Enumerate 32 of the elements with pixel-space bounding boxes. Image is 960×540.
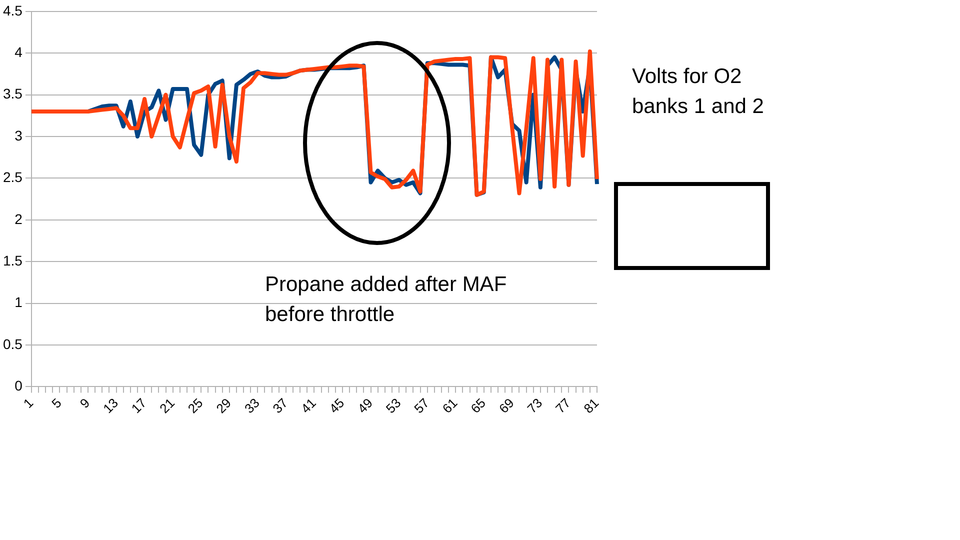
x-tick-label: 41 <box>298 395 319 416</box>
x-tick-label: 9 <box>76 395 93 412</box>
text: Volts for O2 banks 1 and 2 <box>632 64 765 120</box>
x-tick-label: 81 <box>580 395 602 416</box>
y-tick-label: 2 <box>14 210 23 227</box>
x-tick-label: 33 <box>241 395 262 416</box>
x-tick-label: 53 <box>382 395 404 416</box>
x-tick-label: 17 <box>128 395 150 416</box>
y-tick-label: 3.5 <box>2 86 23 102</box>
x-tick-label: 21 <box>156 395 178 416</box>
x-tick-label: 61 <box>439 395 460 416</box>
x-tick-label: 45 <box>326 395 348 416</box>
x-tick-label: 5 <box>48 395 64 412</box>
x-tick-label: 73 <box>524 395 546 416</box>
x-tick-label: 69 <box>496 395 517 416</box>
x-tick-label: 65 <box>468 395 489 416</box>
y-tick-label: 4 <box>14 44 23 60</box>
annotation: Propane added after MAF before throttle <box>265 272 508 328</box>
y-tick-label: 1.5 <box>2 252 23 268</box>
y-tick-label: 2.5 <box>2 169 23 186</box>
x-tick-label: 77 <box>552 395 574 416</box>
x-tick-label: 49 <box>354 395 376 416</box>
y-tick-label: 3 <box>14 127 23 144</box>
x-tick-label: 13 <box>100 395 121 416</box>
y-tick-label: 1 <box>14 294 23 310</box>
x-tick-label: 57 <box>411 395 432 416</box>
y-tick-label: 0.5 <box>2 336 23 352</box>
x-tick-label: 25 <box>184 395 206 416</box>
x-tick-label: 37 <box>270 395 291 416</box>
y-tick-label: 0 <box>14 378 23 394</box>
x-tick-label: 29 <box>213 395 234 416</box>
y-tick-label: 4.5 <box>2 2 23 18</box>
